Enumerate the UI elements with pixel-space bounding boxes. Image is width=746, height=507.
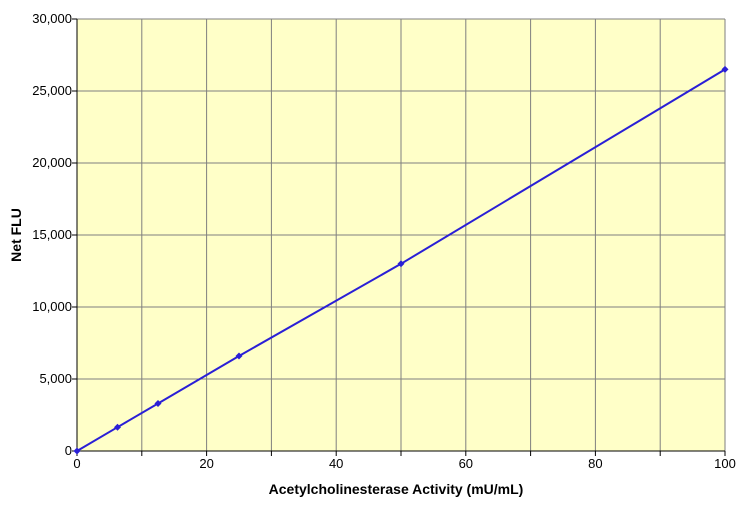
y-tick-label: 10,000 [32,299,72,314]
x-tick-label: 20 [199,456,213,471]
y-tick-label: 15,000 [32,227,72,242]
y-tick-label: 20,000 [32,155,72,170]
series-layer [73,65,729,455]
x-tick-labels: 0 20 40 60 80 100 [73,456,735,471]
y-tick-label: 25,000 [32,83,72,98]
axes [72,18,726,456]
x-tick-label: 80 [588,456,602,471]
data-point [154,399,162,407]
y-tick-label: 0 [65,443,72,458]
y-tick-labels: 0 5,000 10,000 15,000 20,000 25,000 30,000 [32,11,72,458]
x-axis-title: Acetylcholinesterase Activity (mU/mL) [269,481,524,497]
y-axis-title: Net FLU [8,208,24,262]
data-point [114,423,121,431]
x-tick-label: 60 [459,456,473,471]
x-tick-label: 0 [73,456,80,471]
data-point [235,352,243,360]
data-point [73,447,81,455]
x-tick-label: 40 [329,456,343,471]
data-point [721,65,729,73]
series-line [76,68,726,452]
x-tick-label: 100 [714,456,736,471]
y-tick-label: 30,000 [32,11,72,26]
gridlines [77,18,726,451]
data-point [397,260,405,268]
y-tick-label: 5,000 [39,371,72,386]
